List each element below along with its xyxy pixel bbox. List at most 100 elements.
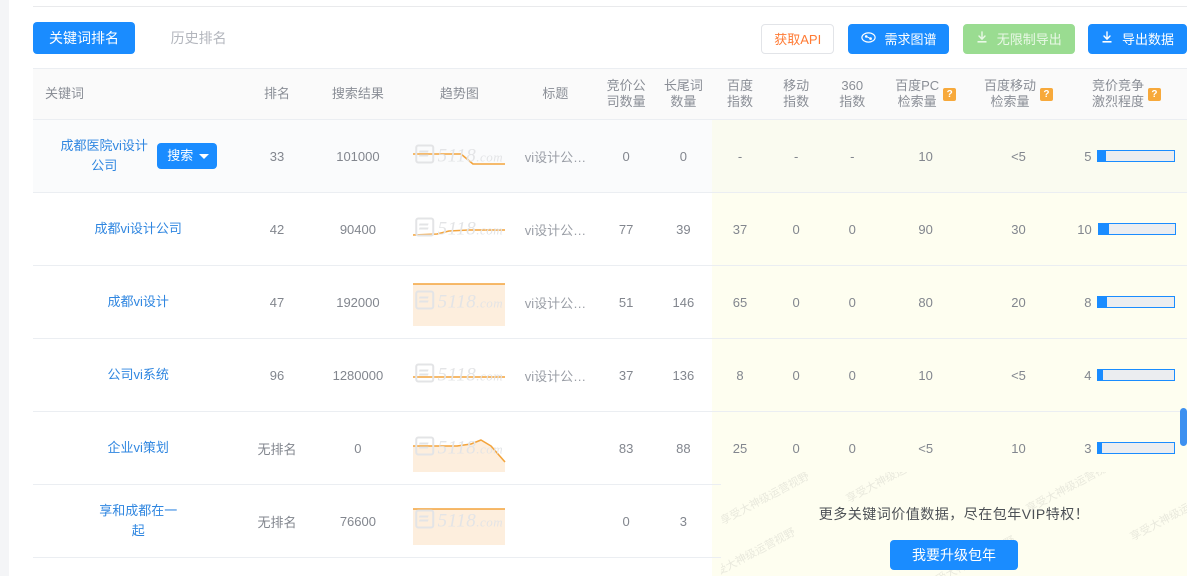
col-mobile-index[interactable]: 移动 指数 (768, 68, 825, 120)
rank-value: 无排名 (257, 441, 297, 457)
rank-value: 33 (269, 148, 285, 164)
results-value: 0 (354, 440, 362, 456)
cell-baidu-index: 8 (711, 338, 769, 412)
longtail-value: 88 (676, 440, 691, 456)
table-row[interactable]: 公司vi系统 96 1280000 5118.com vi设计公… 37 136 8 0 0 10 <… (33, 338, 1187, 412)
demand-graph-button[interactable]: 需求图谱 (847, 24, 950, 54)
competition-indicator: 3 (1066, 441, 1187, 456)
rank-value: 无排名 (257, 514, 297, 530)
bid-companies-value: 51 (618, 294, 634, 310)
index-360-value: 0 (848, 367, 856, 383)
search-dropdown-button[interactable]: 搜索 (157, 143, 218, 169)
get-api-button[interactable]: 获取API (761, 24, 835, 54)
trend-sparkline: 5118.com (409, 128, 509, 184)
competition-bar (1097, 223, 1176, 235)
unlimited-export-label: 无限制导出 (996, 31, 1062, 47)
overlay-watermark: 享受大神级运营视野 (844, 472, 938, 506)
vip-upsell-overlay: 享受大神级运营视野 享受大神级运营视野 享受大神级运营视野 享受大神级运营视野 … (721, 472, 1187, 576)
col-bid-companies-label: 竞价公 司数量 (606, 78, 646, 109)
keyword-link[interactable]: 成都vi设计 (107, 294, 169, 309)
cell-title: vi设计公… (513, 119, 598, 193)
cell-title: vi设计公… (513, 265, 598, 339)
keyword-link[interactable]: 公司vi系统 (107, 367, 169, 382)
col-baidu-index[interactable]: 百度 指数 (711, 68, 769, 120)
index-360-value: 0 (848, 221, 856, 237)
col-keyword[interactable]: 关键词 (33, 68, 244, 120)
keyword-link[interactable]: 成都医院vi设计公司 (60, 138, 148, 173)
col-longtail[interactable]: 长尾词 数量 (654, 68, 712, 120)
index-360-value: 0 (848, 294, 856, 310)
competition-indicator: 8 (1066, 295, 1187, 310)
cell-longtail: 39 (654, 192, 712, 266)
cell-trend: 5118.com (405, 265, 514, 339)
col-pc-volume[interactable]: 百度PC 检索量? (880, 68, 971, 120)
competition-value: 3 (1084, 440, 1092, 456)
col-trend[interactable]: 趋势图 (405, 68, 514, 120)
pc-volume-value: 80 (918, 294, 933, 310)
cell-longtail: 88 (654, 411, 712, 485)
col-competition[interactable]: 竞价竞争 激烈程度? (1065, 68, 1187, 120)
col-baidu-index-label: 百度 指数 (726, 78, 753, 109)
table-row[interactable]: 成都vi设计公司 42 90400 5118.com vi设计公… 77 39 37 0 0 90 3… (33, 192, 1187, 266)
export-data-button[interactable]: 导出数据 (1088, 24, 1187, 54)
cell-competition: 8 (1065, 265, 1187, 339)
mobile-index-value: - (793, 148, 799, 164)
unlimited-export-button[interactable]: 无限制导出 (963, 24, 1075, 54)
cell-360-index: 0 (824, 265, 881, 339)
mobile-index-value: 0 (792, 367, 800, 383)
cell-mobile-volume: 30 (970, 192, 1066, 266)
cell-trend: 5118.com (405, 338, 514, 412)
cell-mobile-volume: 20 (970, 265, 1066, 339)
trend-sparkline: 5118.com (409, 493, 509, 549)
cell-bid-companies: 37 (597, 338, 655, 412)
bid-companies-value: 0 (622, 513, 630, 529)
cell-longtail: 136 (654, 338, 712, 412)
rank-value: 47 (269, 294, 285, 310)
help-icon[interactable]: ? (1039, 87, 1053, 101)
mobile-index-value: 0 (792, 440, 800, 456)
cell-bid-companies (597, 557, 655, 576)
competition-bar-fill (1098, 297, 1107, 307)
competition-value: 5 (1084, 148, 1092, 164)
tab-keyword-rank[interactable]: 关键词排名 (33, 22, 135, 54)
graph-icon (861, 26, 876, 54)
search-label: 搜索 (167, 148, 194, 163)
trend-sparkline: 5118.com (409, 420, 509, 476)
cell-keyword: 宣传用品清单 (33, 557, 244, 576)
cell-keyword: 企业vi策划 (33, 411, 244, 485)
help-icon[interactable]: ? (943, 87, 957, 101)
results-value: 192000 (336, 294, 380, 310)
cell-360-index: 0 (824, 192, 881, 266)
pc-volume-value: <5 (918, 440, 934, 456)
tab-history-rank[interactable]: 历史排名 (170, 30, 227, 46)
cell-results: 1280000 (310, 338, 406, 412)
help-icon[interactable]: ? (1147, 87, 1161, 101)
cell-mobile-volume: <5 (970, 119, 1066, 193)
keyword-link[interactable]: 企业vi策划 (107, 440, 169, 455)
col-rank[interactable]: 排名 (243, 68, 311, 120)
col-longtail-label: 长尾词 数量 (663, 78, 703, 109)
table-row[interactable]: 成都vi设计 47 192000 5118.com vi设计公… 51 146 65 0 0 80 2… (33, 265, 1187, 339)
vertical-scrollbar-thumb[interactable] (1180, 408, 1187, 446)
mobile-index-value: 0 (792, 294, 800, 310)
cell-baidu-index: - (711, 119, 769, 193)
rank-value: 42 (269, 221, 285, 237)
header-row: 关键词 排名 搜索结果 趋势图 标题 竞价公 司数量 长尾词 数量 百度 指数 移动指… (33, 68, 1187, 120)
cell-longtail: 3 (654, 484, 712, 558)
col-mobile-volume[interactable]: 百度移动 检索量? (970, 68, 1066, 120)
keyword-link[interactable]: 享和成都在一起 (99, 503, 178, 538)
col-title[interactable]: 标题 (513, 68, 598, 120)
chevron-down-icon (199, 154, 210, 160)
keyword-link[interactable]: 成都vi设计公司 (94, 221, 182, 236)
cell-trend: 5118.com (405, 411, 514, 485)
col-bid-companies[interactable]: 竞价公 司数量 (597, 68, 655, 120)
cell-trend: 5118.com (405, 119, 514, 193)
upgrade-button[interactable]: 我要升级包年 (890, 540, 1018, 570)
col-360-index-label: 360 指数 (839, 78, 866, 109)
col-mobile-index-label: 移动 指数 (783, 78, 810, 109)
col-360-index[interactable]: 360 指数 (824, 68, 881, 120)
col-results[interactable]: 搜索结果 (310, 68, 406, 120)
table-row[interactable]: 成都医院vi设计公司 搜索 33 101000 5118.com vi设计公… 0 0 - - - 1… (33, 119, 1187, 193)
cell-rank: 47 (243, 265, 311, 339)
